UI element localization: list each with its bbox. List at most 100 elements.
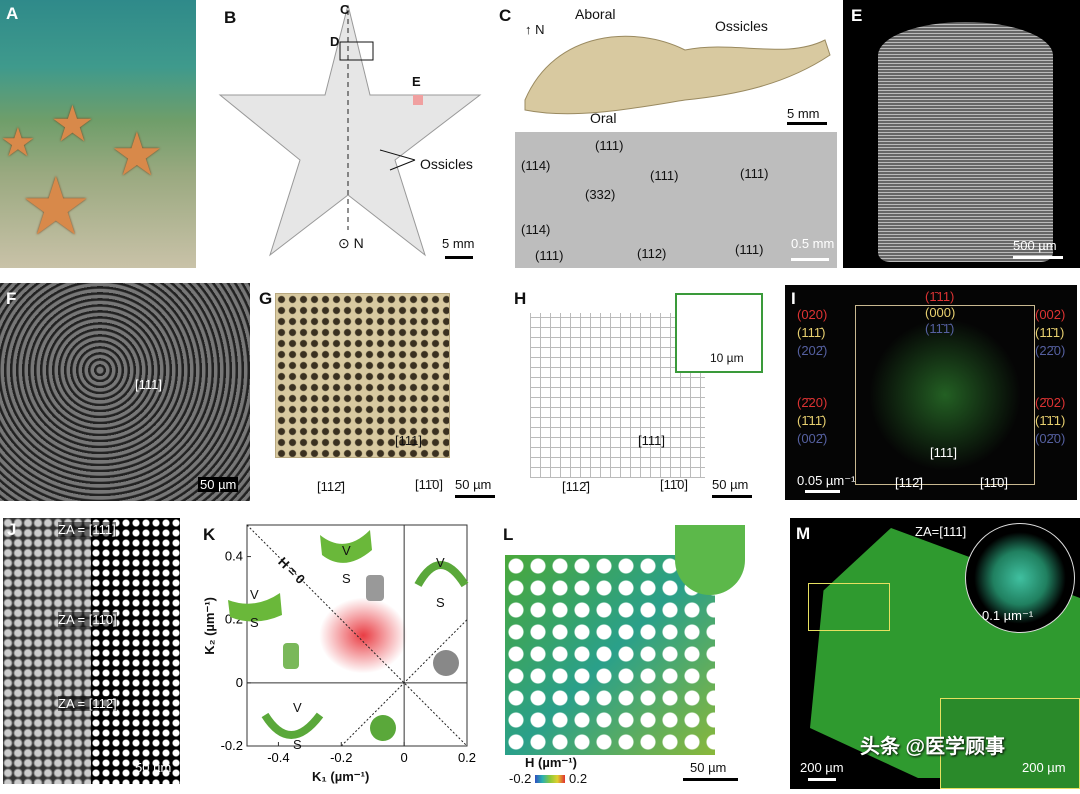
inset-scale-label: 10 µm (710, 351, 744, 365)
index-label: (111̄) (797, 325, 826, 340)
panel-label: F (6, 289, 17, 308)
direction-label: [111] (135, 377, 162, 392)
scale-label: 200 µm (800, 760, 844, 775)
panel-label: M (796, 524, 811, 543)
scale-label: 0.5 mm (791, 236, 835, 251)
point-cloud (319, 597, 408, 674)
cylinder-s-icon (366, 575, 384, 601)
axis-label: [11̄0] (660, 477, 688, 492)
axis-label: [112̄] (895, 475, 923, 490)
axis-label: [11̄0] (980, 475, 1008, 490)
panel-label: B (224, 8, 237, 27)
index-label: (002̄) (797, 431, 828, 446)
s-label: S (436, 595, 445, 610)
facet-label: (111) (740, 166, 769, 181)
y-tick-label: 0.4 (225, 549, 243, 564)
aboral-label: Aboral (575, 6, 616, 22)
panel-label: G (259, 289, 273, 308)
north-label: N (353, 235, 364, 251)
inset-scale-label: 200 µm (1022, 760, 1066, 775)
starfish-icon: ★ (110, 121, 164, 188)
saddle-surface-icon (320, 530, 372, 563)
colorbar-max: 0.2 (569, 771, 588, 786)
index-label: (002) (1035, 307, 1066, 322)
diffraction-inset (965, 523, 1075, 633)
simulated-projection (91, 518, 180, 784)
index-label: (11̄1) (1035, 325, 1065, 340)
v-label: V (436, 555, 445, 570)
panel-label: L (503, 525, 514, 544)
curvature-scatter-plot: -0.4 -0.2 0 0.2-0.200.20.4 (221, 524, 476, 765)
starfish-icon: ★ (20, 162, 92, 251)
scale-bar (712, 495, 752, 498)
y-axis-title: K₂ (µm⁻¹) (202, 597, 217, 655)
x-tick-label: -0.2 (330, 750, 352, 765)
scale-label: 0.05 µm⁻¹ (797, 473, 856, 488)
panel-label: K (203, 525, 216, 544)
index-label: (02̄0) (1035, 431, 1066, 446)
panel-h-skeleton: 10 µm H [111] [112̄] [11̄0] 50 µm (510, 283, 775, 501)
index-label: (000) (925, 305, 956, 320)
section-marker-c: C (340, 2, 350, 17)
index-label: (1̄11) (925, 289, 955, 304)
sphere-v-icon (370, 715, 396, 741)
x-tick-label: 0 (401, 750, 408, 765)
arm-cross-section (524, 35, 831, 115)
index-label: (020) (797, 307, 828, 322)
index-label: (1̄11̄) (797, 413, 827, 428)
saddle-v-label: V (342, 543, 351, 558)
ossicles-label: Ossicles (715, 18, 768, 34)
x-tick-label: -0.4 (267, 750, 289, 765)
x-tick-label: 0.2 (458, 750, 476, 765)
scale-label: 50 µm (135, 760, 172, 775)
panel-i-diffraction: I (1̄11) (000) (11̄1̄) (020) (111̄) (202… (785, 285, 1077, 500)
box-label-d: D (330, 34, 340, 49)
y-tick-label: 0 (236, 675, 243, 690)
index-label: (11̄1̄) (925, 321, 955, 336)
index-label: (22̄0) (1035, 343, 1066, 358)
panel-f-sem-lattice: F [111] 50 µm (0, 283, 250, 501)
gyroid-surface (505, 555, 715, 755)
scale-bar (808, 778, 836, 781)
index-label: (2̄20) (797, 395, 828, 410)
facet-label: (114) (521, 222, 551, 237)
index-label: (2̄02) (1035, 395, 1066, 410)
reciprocal-cube (855, 305, 1035, 485)
v-label: V (250, 587, 259, 602)
panel-d-sem-ossicles: D (114) (111) (332) (111) (111) (114) (1… (515, 132, 837, 268)
cap-surface-icon (414, 561, 469, 588)
axis-label: [112̄] (562, 479, 590, 494)
scale-bar (805, 490, 840, 493)
measured-projection (3, 518, 91, 784)
cylinder-v-icon (283, 643, 299, 669)
scale-bar (787, 122, 827, 125)
lattice-cube (275, 293, 450, 458)
watermark: 头条 @医学顾事 (860, 736, 1006, 758)
axis-label: [112̄] (317, 479, 345, 494)
selection-box (808, 583, 890, 631)
saddle-s-label: S (342, 571, 351, 586)
marker-label-e: E (412, 74, 421, 89)
panel-g-reconstruction: G [111] [112̄] [11̄0] 50 µm (255, 283, 505, 501)
panel-label: A (6, 4, 19, 23)
scale-bar (455, 495, 495, 498)
scale-label: 5 mm (787, 106, 820, 121)
panel-k-curvature-chart: -0.4 -0.2 0 0.2 -0.2 0 0.2 0.4 K K₁ (µm⁻¹) K₂ (… (200, 515, 480, 789)
v-label: V (293, 700, 302, 715)
facet-label: (114) (521, 158, 551, 173)
starfish-outline (218, 4, 482, 257)
colorbar-title: H (µm⁻¹) (525, 755, 577, 770)
zone-axis-label: ZA=[111] (915, 524, 967, 539)
sphere-s-icon (433, 650, 459, 676)
panel-c-arm-section: C ↑ N Aboral Ossicles Oral 5 mm (495, 0, 840, 128)
scale-label: 50 µm (712, 477, 749, 492)
starfish-icon: ★ (0, 121, 36, 165)
panel-l-mean-curvature: L H (µm⁻¹) -0.2 0.2 50 µm (485, 515, 775, 789)
scale-label: 500 µm (1013, 238, 1057, 253)
panel-label: J (7, 520, 17, 539)
inset-scale-label: 0.1 µm⁻¹ (982, 608, 1034, 623)
panel-label: E (851, 6, 863, 25)
panel-a-starfish-photo: ★ ★ ★ ★ A (0, 0, 196, 268)
scale-label: 50 µm (690, 760, 727, 775)
axis-label: [111] (638, 433, 665, 448)
